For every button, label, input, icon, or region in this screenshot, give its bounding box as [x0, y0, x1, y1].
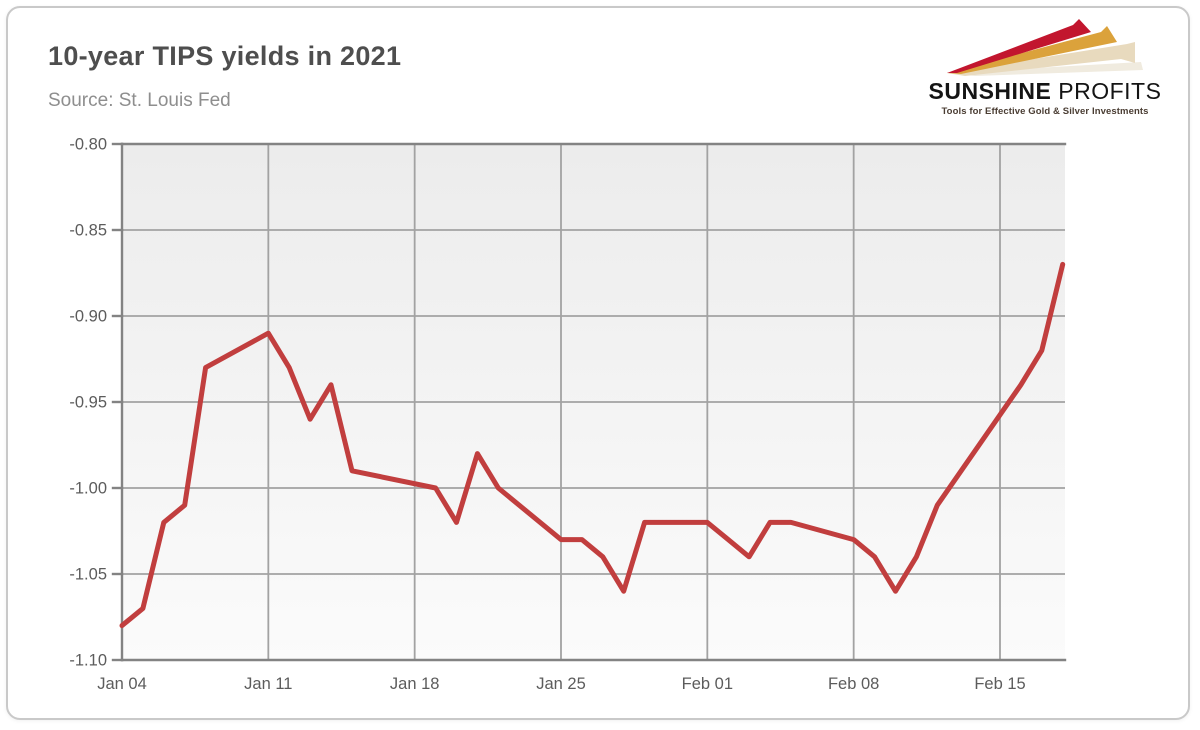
x-axis-tick-label: Jan 04: [97, 675, 147, 693]
logo-arrow-red: [947, 19, 1091, 73]
logo-arrow-beige: [947, 42, 1135, 76]
y-axis-tick-label: -1.00: [69, 480, 107, 498]
y-axis-tick-label: -0.95: [69, 394, 107, 412]
x-axis-tick-label: Jan 18: [390, 675, 440, 693]
logo-wordmark: SUNSHINE PROFITS: [918, 80, 1172, 103]
y-axis-tick-label: -1.05: [69, 566, 107, 584]
sunshine-profits-logo: SUNSHINE PROFITS Tools for Effective Gol…: [918, 18, 1172, 117]
logo-arrow-shadow: [949, 62, 1143, 76]
logo-word-profits: PROFITS: [1051, 78, 1162, 104]
x-axis-tick-label: Feb 15: [974, 675, 1025, 693]
yield-series-line: [119, 261, 1066, 629]
logo-word-sunshine: SUNSHINE: [928, 78, 1052, 104]
y-axis-tick-label: -1.10: [69, 652, 107, 670]
y-axis-tick-label: -0.90: [69, 308, 107, 326]
x-axis-tick-label: Feb 01: [682, 675, 733, 693]
chart-title: 10-year TIPS yields in 2021: [48, 41, 402, 71]
x-axis-tick-label: Jan 11: [244, 675, 292, 693]
chart-source: Source: St. Louis Fed: [48, 90, 231, 111]
logo-tagline: Tools for Effective Gold & Silver Invest…: [941, 106, 1149, 117]
x-axis-tick-label: Feb 08: [828, 675, 879, 693]
y-axis-tick-label: -0.80: [69, 136, 107, 154]
y-axis-tick-label: -0.85: [69, 222, 107, 240]
logo-arrows-icon: [947, 19, 1143, 76]
x-axis-tick-label: Jan 25: [536, 675, 586, 693]
